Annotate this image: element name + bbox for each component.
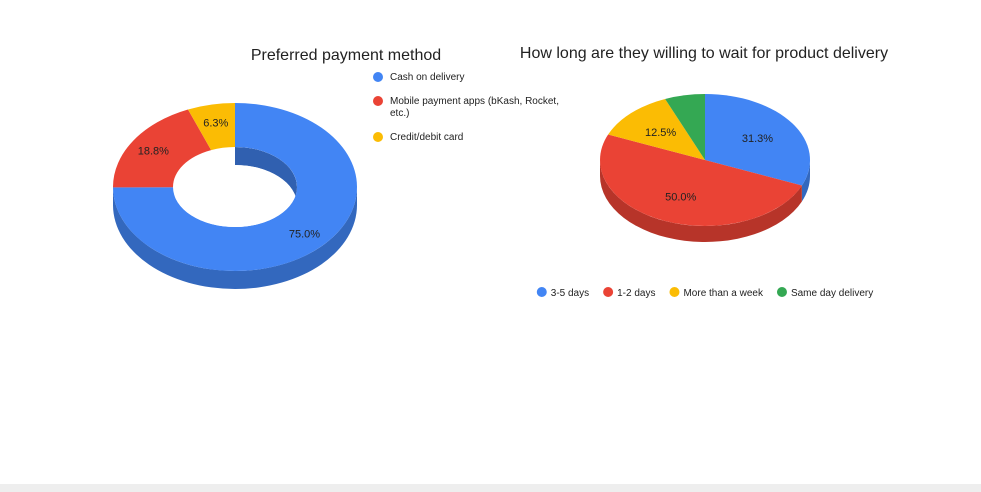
chart1-slice-side <box>113 187 358 289</box>
bottom-bar <box>0 484 981 492</box>
chart2-slice <box>665 94 705 160</box>
chart2-title: How long are they willing to wait for pr… <box>520 45 888 62</box>
chart1-slice <box>112 109 212 188</box>
chart2-slices <box>600 94 810 226</box>
delivery-wait-chart: How long are they willing to wait for pr… <box>520 45 888 299</box>
chart1-data-label: 6.3% <box>203 117 228 129</box>
chart1-slice-inner-wall <box>235 147 297 205</box>
chart2-slice <box>608 98 705 160</box>
chart2-legend-swatch <box>536 287 547 297</box>
chart1-legend-swatch <box>373 132 383 142</box>
chart2-legend-label: 3-5 days <box>551 288 589 299</box>
chart1-legend-label: Cash on delivery <box>390 72 464 83</box>
chart1-title: Preferred payment method <box>251 47 441 64</box>
chart2-slice-side <box>599 160 802 243</box>
chart2-legend-swatch <box>776 287 787 297</box>
chart1-legend-label: Credit/debit card <box>390 132 463 143</box>
chart2-slice <box>600 134 802 226</box>
chart2-slice-side <box>801 160 810 202</box>
chart2-legend-swatch <box>603 287 614 297</box>
chart2-legend: 3-5 days 1-2 days More than a week Same day… <box>536 287 873 299</box>
chart1-slice <box>188 103 235 151</box>
chart2-data-label: 50.0% <box>665 192 696 204</box>
chart2-depth <box>599 160 810 243</box>
chart2-data-label: 31.3% <box>742 133 773 145</box>
chart2-slice <box>705 94 810 186</box>
chart1-legend: Cash on delivery Mobile payment apps (bKa… <box>373 72 559 143</box>
chart2-legend-label: 1-2 days <box>617 288 655 299</box>
chart2-legend-label: Same day delivery <box>791 288 873 299</box>
chart1-slice <box>113 103 358 271</box>
chart2-legend-swatch <box>669 287 680 297</box>
chart1-depth <box>113 187 358 289</box>
chart1-legend-label: etc.) <box>390 108 409 119</box>
chart1-data-labels: 75.0% 18.8% 6.3% <box>138 117 321 240</box>
chart1-slices <box>112 103 358 271</box>
chart2-data-labels: 31.3% 50.0% 12.5% <box>645 127 773 204</box>
chart1-legend-swatch <box>373 72 383 82</box>
chart1-data-label: 18.8% <box>138 146 169 158</box>
payment-method-chart: Preferred payment method 75.0%18.8%6.3% … <box>112 47 559 289</box>
chart2-data-label: 12.5% <box>645 127 676 139</box>
chart1-legend-label: Mobile payment apps (bKash, Rocket, <box>390 96 559 107</box>
chart1-legend-swatch <box>373 96 383 106</box>
chart1-data-label: 75.0% <box>289 229 320 241</box>
chart2-legend-label: More than a week <box>683 288 763 299</box>
